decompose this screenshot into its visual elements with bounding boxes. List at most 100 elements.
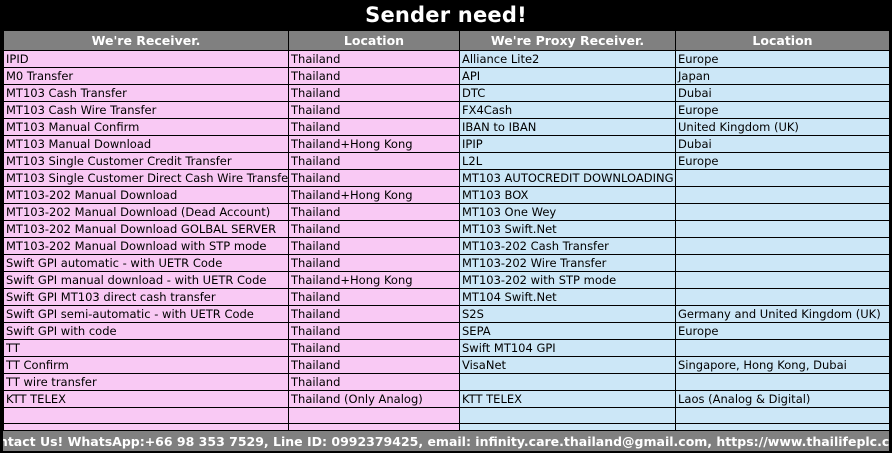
table-cell[interactable]: MT103 One Wey xyxy=(459,203,676,221)
table-cell[interactable] xyxy=(288,407,460,424)
column-header-we-re-receiver[interactable]: We're Receiver. xyxy=(3,30,289,51)
table-cell[interactable]: Thailand xyxy=(288,220,460,238)
table-cell[interactable] xyxy=(675,186,890,204)
table-cell[interactable]: Thailand+Hong Kong xyxy=(288,186,460,204)
table-cell[interactable]: TT Confirm xyxy=(3,356,289,374)
table-cell[interactable] xyxy=(675,271,890,289)
table-cell[interactable]: Thailand xyxy=(288,237,460,255)
table-cell[interactable]: Thailand xyxy=(288,288,460,306)
table-cell[interactable]: MT103 Swift.Net xyxy=(459,220,676,238)
table-cell[interactable]: Thailand xyxy=(288,322,460,340)
table-cell[interactable]: TT xyxy=(3,339,289,357)
column-header-we-re-proxy-receiver[interactable]: We're Proxy Receiver. xyxy=(459,30,676,51)
table-row: Swift GPI automatic - with UETR Code Thai… xyxy=(3,254,890,272)
table-cell[interactable]: SEPA xyxy=(459,322,676,340)
table-cell[interactable] xyxy=(675,203,890,221)
table-row: Swift GPI MT103 direct cash transfer Thai… xyxy=(3,288,890,306)
table-cell[interactable]: Swift GPI automatic - with UETR Code xyxy=(3,254,289,272)
table-cell[interactable]: Swift GPI manual download - with UETR Co… xyxy=(3,271,289,289)
table-cell[interactable]: IPIP xyxy=(459,135,676,153)
table-cell[interactable]: DTC xyxy=(459,84,676,102)
table-cell[interactable]: MT103-202 Manual Download xyxy=(3,186,289,204)
table-cell[interactable]: Thailand (Only Analog) xyxy=(288,390,460,408)
table-cell[interactable] xyxy=(459,423,676,430)
table-cell[interactable]: Thailand xyxy=(288,254,460,272)
table-cell[interactable]: MT103 Manual Confirm xyxy=(3,118,289,136)
table-cell[interactable]: Swift GPI MT103 direct cash transfer xyxy=(3,288,289,306)
table-cell[interactable]: Thailand xyxy=(288,169,460,187)
column-header-location-receiver[interactable]: Location xyxy=(288,30,460,51)
table-cell[interactable]: Japan xyxy=(675,67,890,85)
table-cell[interactable]: Laos (Analog & Digital) xyxy=(675,390,890,408)
table-cell[interactable]: Thailand xyxy=(288,101,460,119)
table-cell[interactable]: Dubai xyxy=(675,84,890,102)
table-cell[interactable] xyxy=(675,373,890,391)
table-cell[interactable]: VisaNet xyxy=(459,356,676,374)
table-cell[interactable]: Thailand xyxy=(288,152,460,170)
table-cell[interactable]: Thailand+Hong Kong xyxy=(288,135,460,153)
table-cell[interactable]: TT wire transfer xyxy=(3,373,289,391)
table-cell[interactable]: Thailand xyxy=(288,118,460,136)
table-cell[interactable] xyxy=(675,423,890,430)
table-cell[interactable]: United Kingdom (UK) xyxy=(675,118,890,136)
table-cell[interactable]: Thailand xyxy=(288,67,460,85)
table-cell[interactable] xyxy=(288,423,460,430)
table-cell[interactable]: KTT TELEX xyxy=(459,390,676,408)
table-cell[interactable]: KTT TELEX xyxy=(3,390,289,408)
table-cell[interactable]: Thailand xyxy=(288,84,460,102)
table-cell[interactable] xyxy=(675,237,890,255)
table-cell[interactable] xyxy=(675,288,890,306)
table-cell[interactable] xyxy=(3,423,289,430)
contact-info-text: Contact Us! WhatsApp:+66 98 353 7529, Li… xyxy=(3,433,889,449)
table-cell[interactable] xyxy=(675,220,890,238)
table-cell[interactable]: Thailand xyxy=(288,203,460,221)
table-cell[interactable]: MT104 Swift.Net xyxy=(459,288,676,306)
table-cell[interactable]: MT103 Cash Transfer xyxy=(3,84,289,102)
table-cell[interactable]: Alliance Lite2 xyxy=(459,50,676,68)
table-cell[interactable]: IPID xyxy=(3,50,289,68)
table-cell[interactable]: MT103-202 Manual Download GOLBAL SERVER xyxy=(3,220,289,238)
table-cell[interactable] xyxy=(459,373,676,391)
table-cell[interactable] xyxy=(675,339,890,357)
table-cell[interactable]: Europe xyxy=(675,50,890,68)
table-cell[interactable]: MT103 Single Customer Credit Transfer xyxy=(3,152,289,170)
table-cell[interactable]: MT103-202 Manual Download (Dead Account) xyxy=(3,203,289,221)
table-cell[interactable]: MT103 BOX xyxy=(459,186,676,204)
table-cell[interactable]: MT103-202 Cash Transfer xyxy=(459,237,676,255)
table-cell[interactable]: Europe xyxy=(675,101,890,119)
table-cell[interactable]: MT103-202 Manual Download with STP mode xyxy=(3,237,289,255)
table-cell[interactable]: Europe xyxy=(675,152,890,170)
table-cell[interactable] xyxy=(675,407,890,424)
table-cell[interactable]: FX4Cash xyxy=(459,101,676,119)
table-cell[interactable]: M0 Transfer xyxy=(3,67,289,85)
table-cell[interactable] xyxy=(3,407,289,424)
table-cell[interactable] xyxy=(675,254,890,272)
table-cell[interactable]: MT103-202 Wire Transfer xyxy=(459,254,676,272)
table-cell[interactable]: Thailand xyxy=(288,339,460,357)
table-row: Swift GPI semi-automatic - with UETR Cod… xyxy=(3,305,890,323)
table-cell[interactable]: Singapore, Hong Kong, Dubai xyxy=(675,356,890,374)
table-cell[interactable]: L2L xyxy=(459,152,676,170)
table-cell[interactable]: Thailand xyxy=(288,373,460,391)
table-cell[interactable]: Thailand xyxy=(288,50,460,68)
table-cell[interactable]: IBAN to IBAN xyxy=(459,118,676,136)
table-cell[interactable]: API xyxy=(459,67,676,85)
table-cell[interactable]: Swift GPI with code xyxy=(3,322,289,340)
table-cell[interactable]: MT103 Cash Wire Transfer xyxy=(3,101,289,119)
table-cell[interactable]: Europe xyxy=(675,322,890,340)
table-cell[interactable]: MT103-202 with STP mode xyxy=(459,271,676,289)
table-cell[interactable] xyxy=(459,407,676,424)
table-cell[interactable]: Thailand xyxy=(288,356,460,374)
table-cell[interactable]: Swift MT104 GPI xyxy=(459,339,676,357)
column-header-location-proxy[interactable]: Location xyxy=(675,30,890,51)
table-cell[interactable]: Germany and United Kingdom (UK) xyxy=(675,305,890,323)
table-cell[interactable]: MT103 Manual Download xyxy=(3,135,289,153)
table-cell[interactable]: Dubai xyxy=(675,135,890,153)
table-cell[interactable]: S2S xyxy=(459,305,676,323)
table-cell[interactable]: Thailand+Hong Kong xyxy=(288,271,460,289)
table-cell[interactable]: MT103 Single Customer Direct Cash Wire T… xyxy=(3,169,289,187)
table-cell[interactable] xyxy=(675,169,890,187)
table-cell[interactable]: Thailand xyxy=(288,305,460,323)
table-cell[interactable]: Swift GPI semi-automatic - with UETR Cod… xyxy=(3,305,289,323)
table-cell[interactable]: MT103 AUTOCREDIT DOWNLOADING xyxy=(459,169,676,187)
